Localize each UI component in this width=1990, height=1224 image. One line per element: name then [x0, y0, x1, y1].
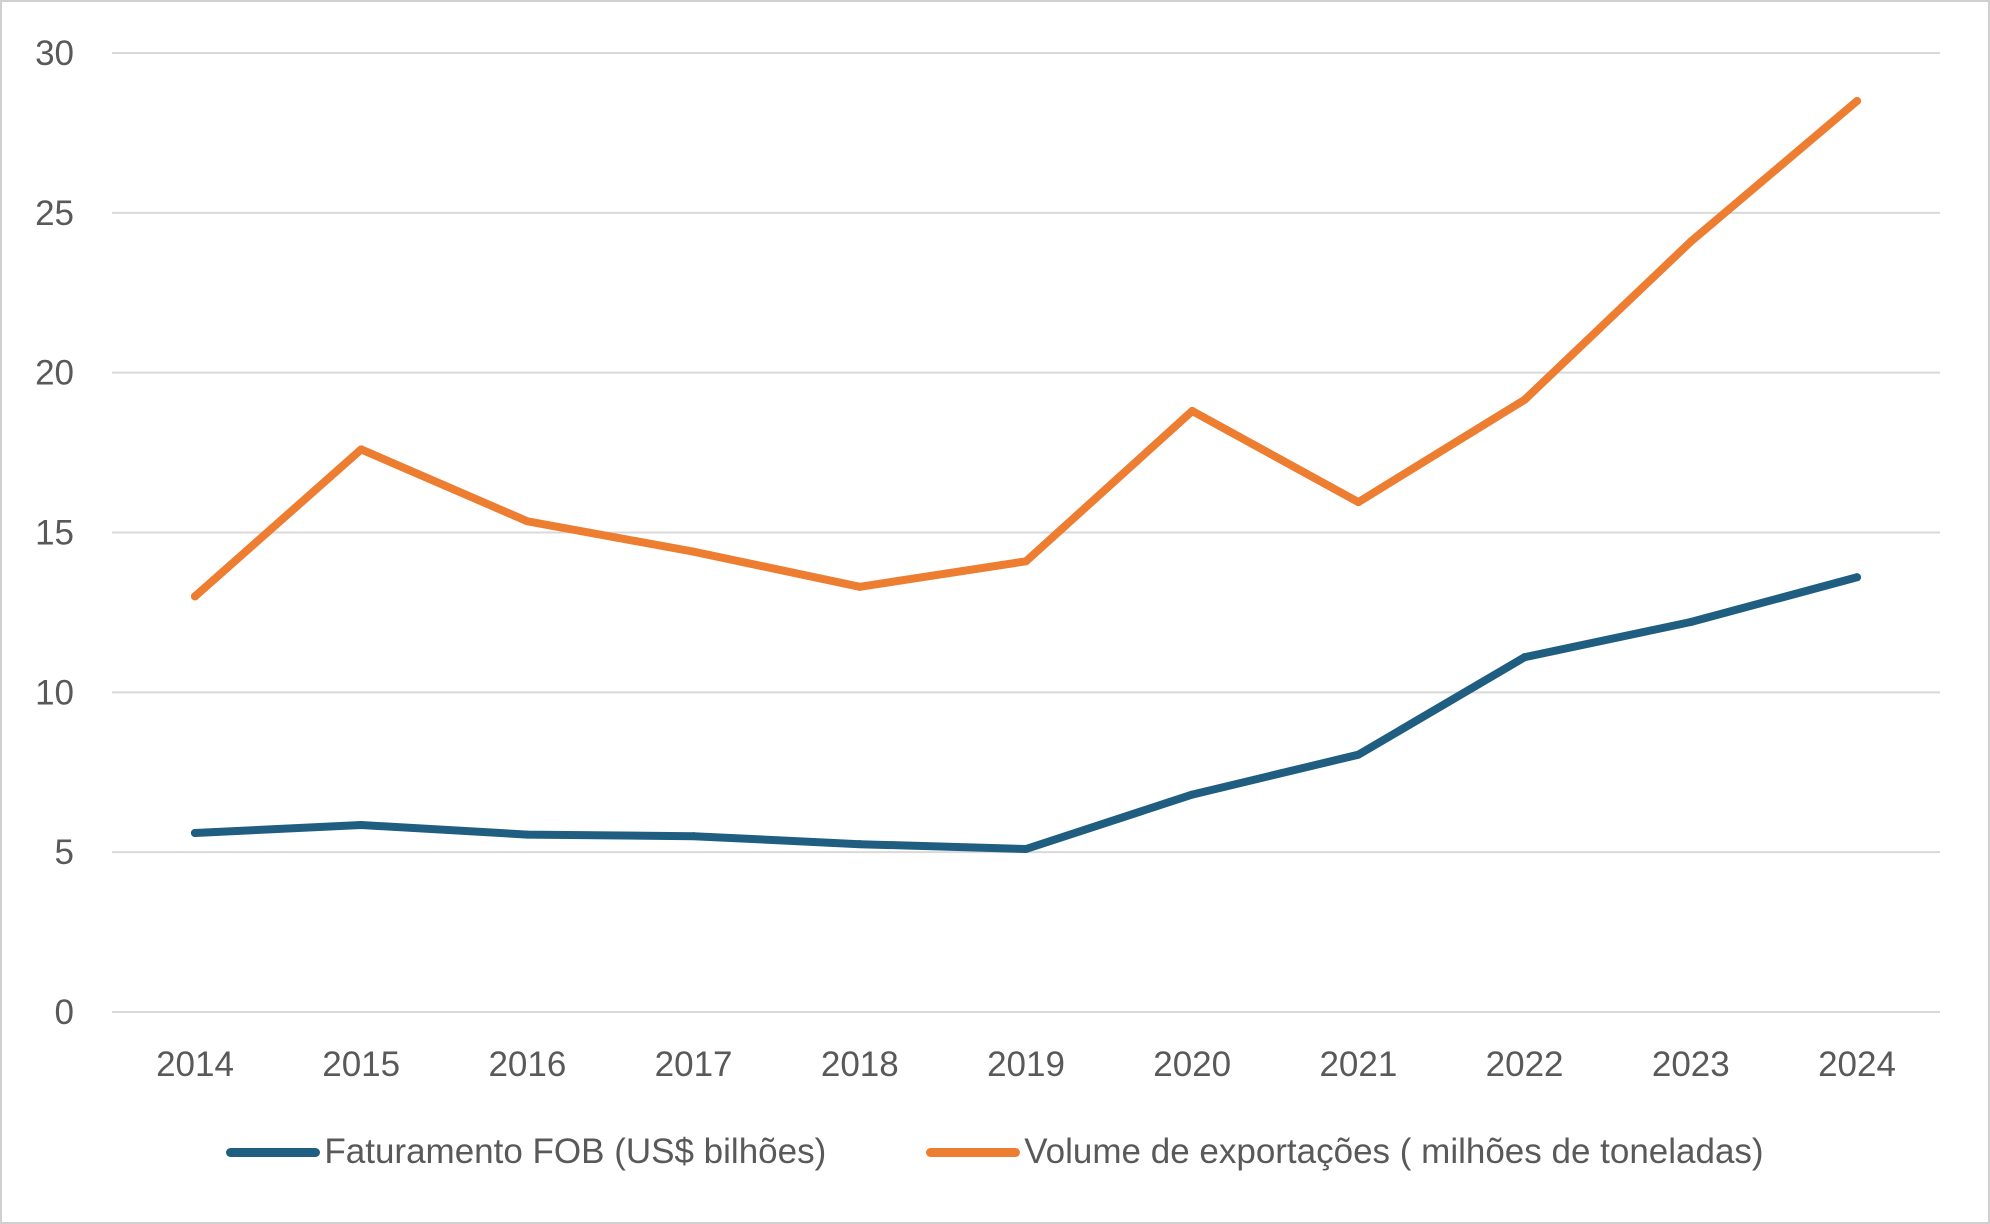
x-tick-label-2024: 2024	[1818, 1045, 1896, 1084]
y-tick-label-25: 25	[35, 194, 74, 233]
y-tick-label-0: 0	[55, 993, 74, 1032]
data-point-faturamento-2024	[1853, 573, 1861, 582]
series-line-faturamento	[191, 573, 1861, 853]
data-point-faturamento-2015	[357, 820, 366, 829]
legend: Faturamento FOB (US$ bilhões) Volume de …	[2, 1132, 1988, 1172]
data-point-faturamento-2019	[1022, 844, 1030, 853]
x-tick-label-2023: 2023	[1652, 1045, 1730, 1084]
x-tick-label-2021: 2021	[1319, 1045, 1397, 1084]
x-tick-label-2014: 2014	[156, 1045, 234, 1084]
data-point-faturamento-2018	[855, 840, 864, 849]
legend-swatch-volume	[926, 1147, 1021, 1157]
data-point-volume-2021	[1354, 498, 1363, 507]
series-line-volume	[191, 97, 1861, 601]
gridlines	[112, 52, 1940, 1013]
data-point-volume-2017	[689, 547, 698, 556]
legend-item-volume: Volume de exportações ( milhões de tonel…	[926, 1132, 1764, 1172]
y-tick-label-20: 20	[35, 354, 74, 393]
x-tick-label-2017: 2017	[655, 1045, 733, 1084]
y-tick-label-5: 5	[55, 833, 74, 872]
data-point-volume-2019	[1022, 557, 1030, 566]
x-tick-label-2022: 2022	[1486, 1045, 1564, 1084]
data-point-volume-2016	[523, 517, 532, 526]
data-point-faturamento-2021	[1354, 750, 1363, 759]
data-point-volume-2014	[191, 592, 199, 601]
x-tick-label-2016: 2016	[488, 1045, 566, 1084]
data-point-faturamento-2016	[523, 830, 532, 839]
legend-label-faturamento: Faturamento FOB (US$ bilhões)	[324, 1132, 827, 1171]
legend-label-volume: Volume de exportações ( milhões de tonel…	[1024, 1132, 1764, 1171]
data-point-volume-2023	[1686, 237, 1695, 246]
data-point-faturamento-2023	[1686, 618, 1695, 627]
series-lines	[191, 96, 1861, 853]
data-point-faturamento-2022	[1520, 653, 1529, 662]
y-tick-label-10: 10	[35, 673, 74, 712]
legend-swatch-faturamento	[226, 1147, 321, 1157]
y-tick-label-15: 15	[35, 514, 74, 553]
x-tick-label-2019: 2019	[987, 1045, 1065, 1084]
legend-item-faturamento: Faturamento FOB (US$ bilhões)	[226, 1132, 826, 1172]
data-point-volume-2018	[855, 582, 864, 591]
x-axis-tick-labels: 2014 2015 2016 2017 2018 2019 2020 2021 2022 2023…	[156, 1045, 1896, 1084]
data-point-volume-2015	[357, 445, 366, 454]
x-tick-label-2020: 2020	[1153, 1045, 1231, 1084]
y-axis-tick-labels: 0 5 10 15 20 25 30	[35, 34, 74, 1032]
data-point-volume-2020	[1188, 407, 1197, 416]
x-tick-label-2015: 2015	[322, 1045, 400, 1084]
x-tick-label-2018: 2018	[821, 1045, 899, 1084]
data-point-volume-2024	[1853, 96, 1861, 105]
data-point-volume-2022	[1520, 395, 1529, 404]
data-point-faturamento-2014	[191, 828, 199, 837]
data-point-faturamento-2017	[689, 832, 698, 841]
data-point-faturamento-2020	[1188, 790, 1197, 799]
y-tick-label-30: 30	[35, 34, 74, 73]
